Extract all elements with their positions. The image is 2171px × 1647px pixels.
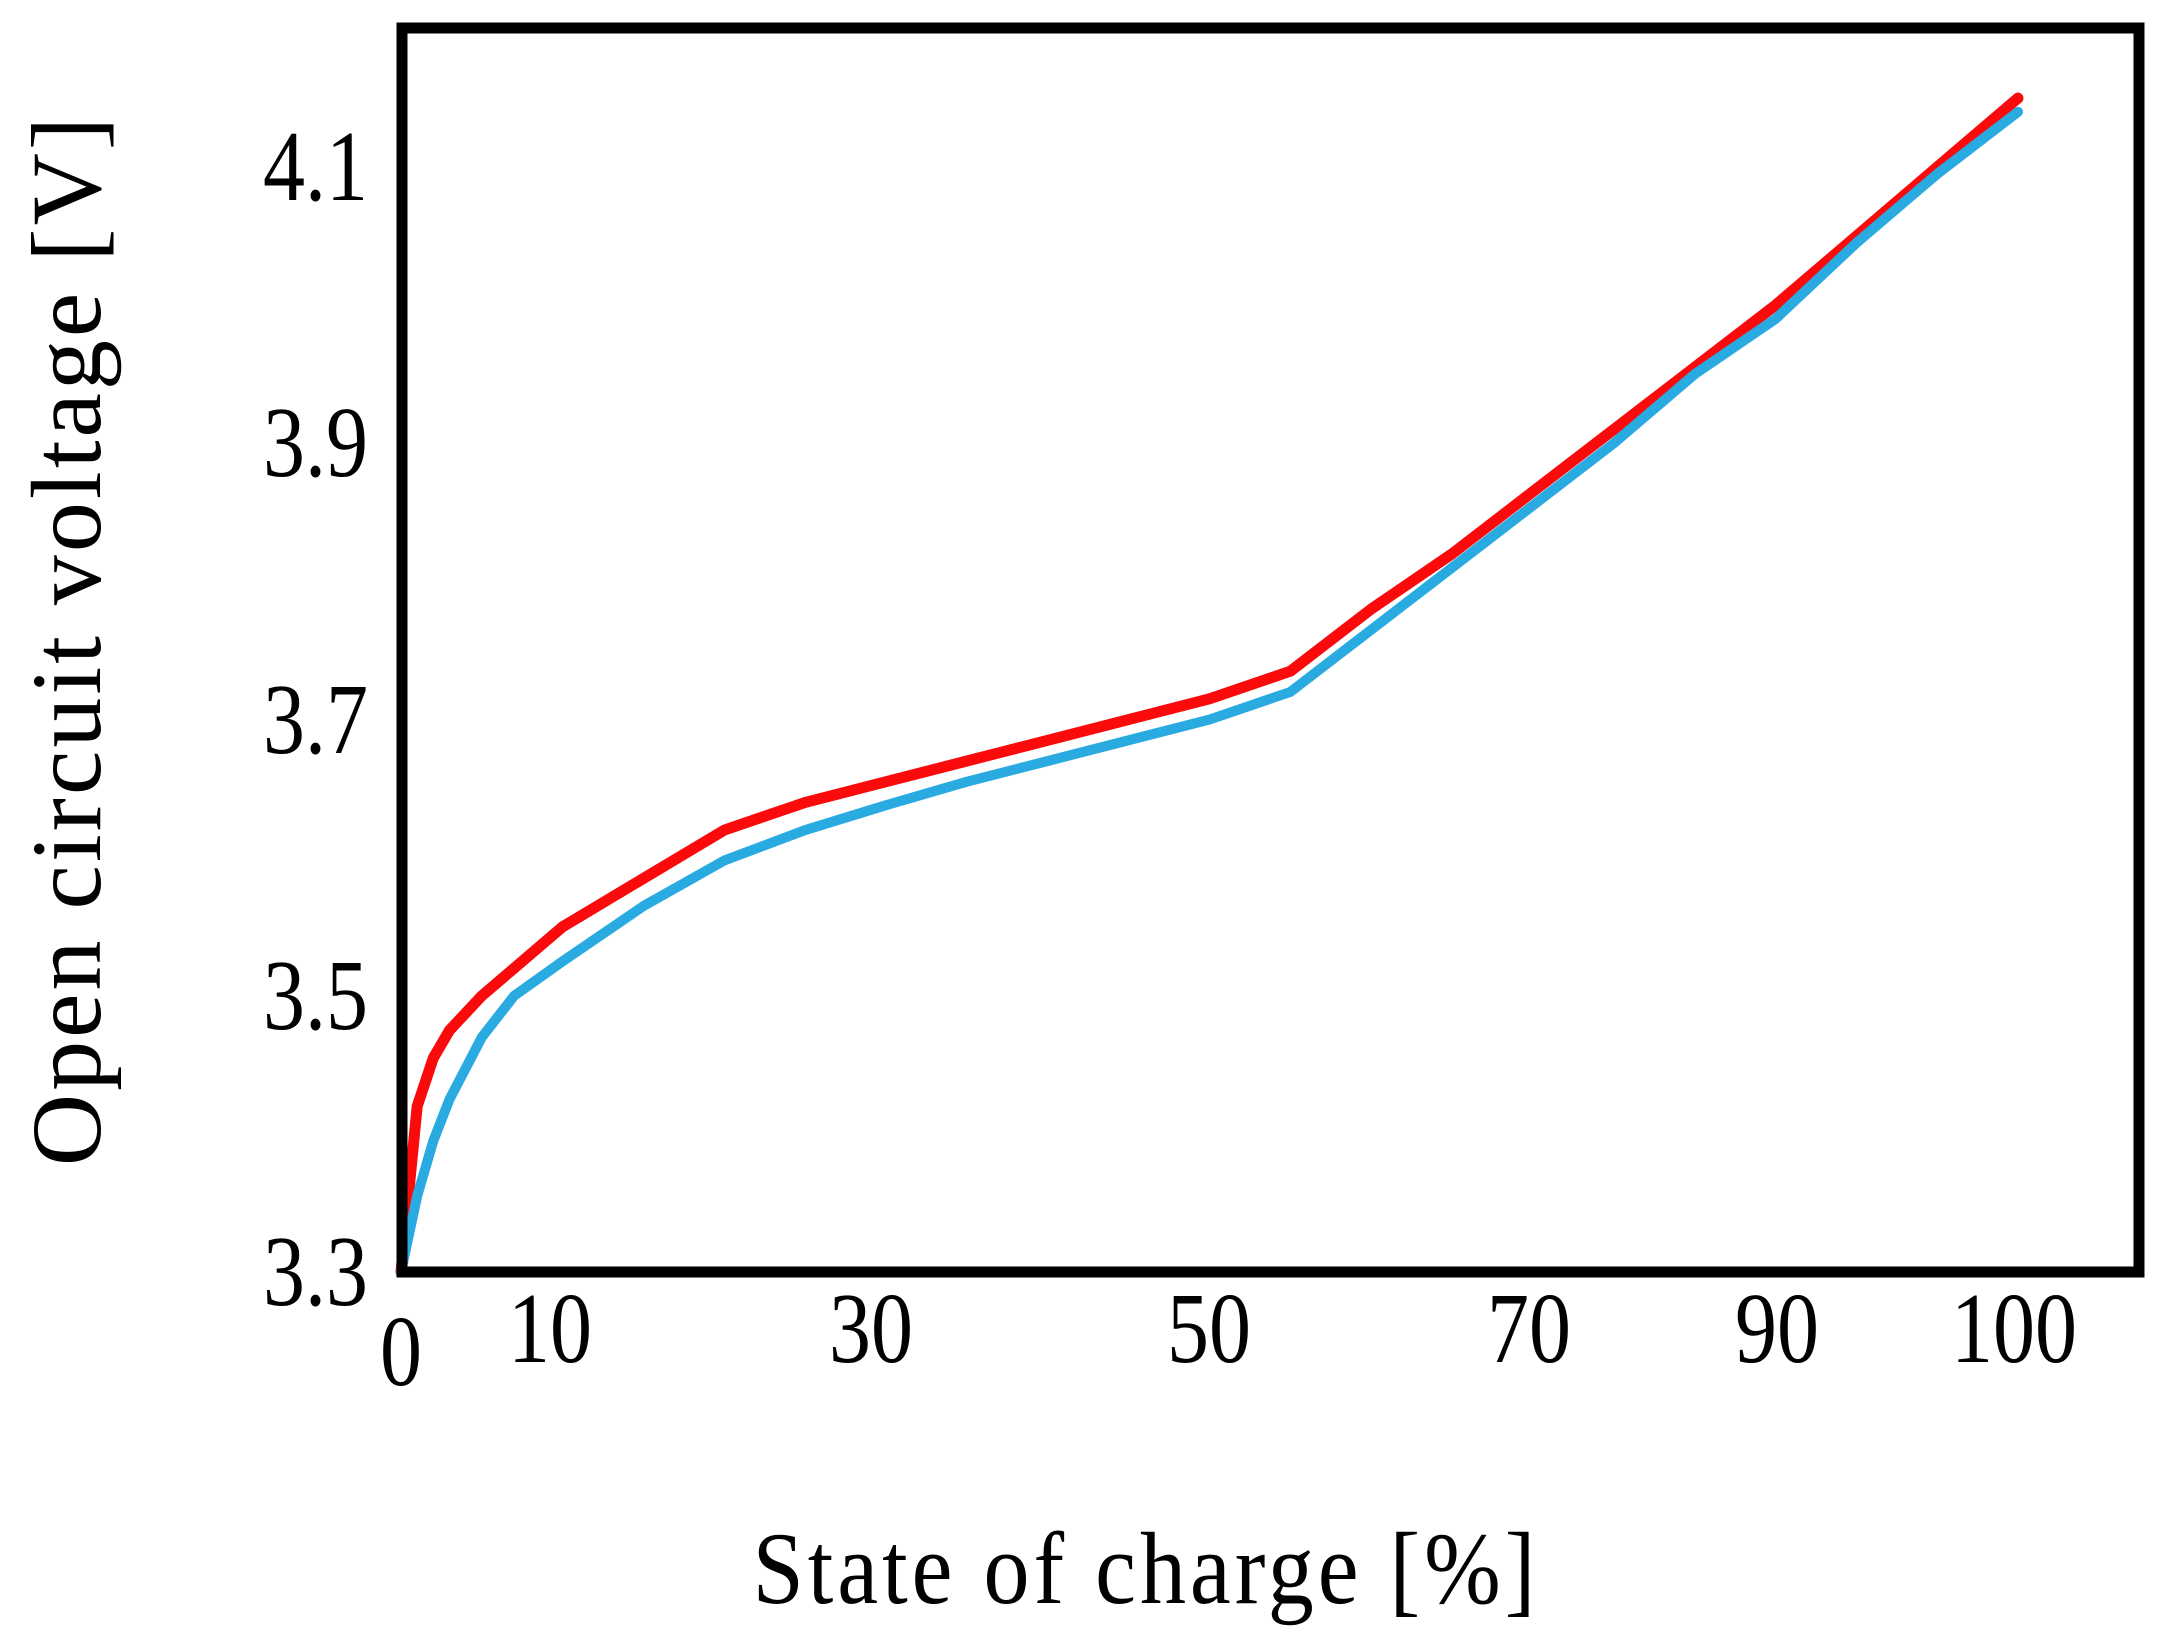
plot-border <box>396 22 2145 1278</box>
x-axis-tick-labels: 0 10 30 50 70 90 100 <box>380 1273 2077 1408</box>
series-lines <box>395 92 2024 1278</box>
x-tick-label-50: 50 <box>1167 1273 1251 1385</box>
x-tick-label-30: 30 <box>829 1273 913 1385</box>
y-axis-title: Open circuit voltage [V] <box>11 114 122 1166</box>
y-tick-label-4p1: 4.1 <box>263 111 368 223</box>
x-tick-label-100: 100 <box>1951 1273 2077 1385</box>
y-tick-label-3p9: 3.9 <box>263 387 368 499</box>
x-tick-label-10: 10 <box>508 1273 592 1385</box>
x-tick-label-70: 70 <box>1487 1273 1571 1385</box>
series-line-red <box>395 92 2024 1278</box>
series-line-blue <box>396 106 2023 1277</box>
x-tick-label-0: 0 <box>380 1296 422 1408</box>
y-tick-label-3p5: 3.5 <box>263 940 368 1052</box>
y-tick-label-3p3: 3.3 <box>263 1216 368 1328</box>
x-tick-label-90: 90 <box>1735 1273 1819 1385</box>
y-axis-tick-labels: 4.1 3.9 3.7 3.5 3.3 <box>263 111 368 1328</box>
x-axis-title: State of charge [%] <box>753 1512 1540 1626</box>
y-tick-label-3p7: 3.7 <box>263 664 368 776</box>
